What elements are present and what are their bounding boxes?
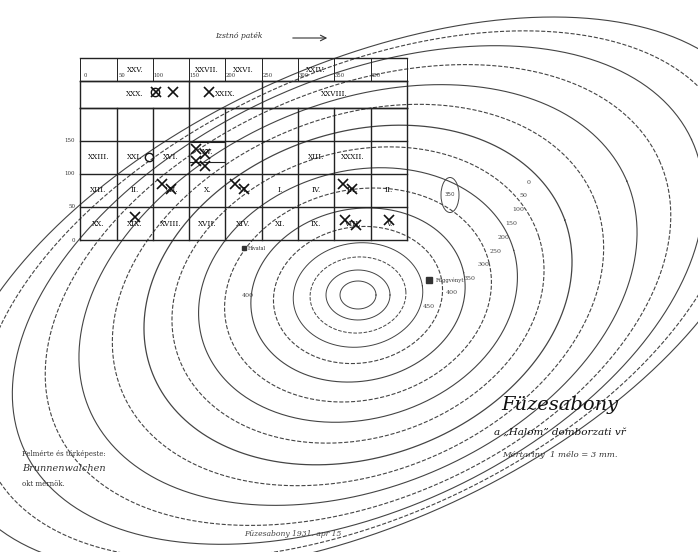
Text: 0: 0 [527, 179, 531, 185]
Text: 400: 400 [446, 290, 459, 295]
Text: XVI.: XVI. [163, 153, 179, 161]
Bar [189, 142, 225, 162]
Text: 200: 200 [498, 235, 510, 240]
Text: XV.: XV. [202, 148, 213, 156]
Text: III.: III. [347, 187, 358, 194]
Text: 0: 0 [72, 237, 75, 243]
Text: 150: 150 [505, 221, 517, 226]
Text: II.: II. [131, 187, 139, 194]
Text: Füzesabony: Füzesabony [501, 396, 618, 414]
Text: IV.: IV. [311, 187, 321, 194]
Text: 100: 100 [512, 207, 524, 213]
Text: XI.: XI. [275, 220, 285, 227]
Text: I.: I. [277, 187, 283, 194]
Text: 250: 250 [262, 73, 272, 78]
Text: Hívatal: Hívatal [248, 246, 266, 251]
Text: XVII.: XVII. [198, 220, 216, 227]
Text: XIII.: XIII. [90, 187, 107, 194]
Text: 200: 200 [226, 73, 236, 78]
Text: okt mérnök.: okt mérnök. [22, 480, 65, 488]
Text: XVIII.: XVIII. [161, 220, 181, 227]
Text: 350: 350 [335, 73, 345, 78]
Text: Füzesabony 1931. apr 15: Füzesabony 1931. apr 15 [244, 530, 342, 538]
Text: 400: 400 [242, 293, 254, 298]
Text: VI.: VI. [238, 187, 249, 194]
Text: 0: 0 [84, 73, 87, 78]
Text: 300: 300 [299, 73, 309, 78]
Text: Függvényt: Függvényt [436, 278, 463, 283]
Text: XXVIII.: XXVIII. [321, 91, 348, 98]
Text: VII.: VII. [164, 187, 178, 194]
Text: XIX.: XIX. [127, 220, 142, 227]
Text: Felmérte és térképeste:: Felmérte és térképeste: [22, 450, 106, 458]
Text: XIV.: XIV. [237, 220, 251, 227]
Text: 100: 100 [154, 73, 163, 78]
Text: II.: II. [385, 187, 393, 194]
Text: 50: 50 [68, 204, 75, 210]
Text: 350: 350 [463, 276, 475, 282]
Text: 50: 50 [119, 73, 126, 78]
Text: Mértariny  1 mélo = 3 mm.: Mértariny 1 mélo = 3 mm. [503, 451, 618, 459]
Text: X.: X. [204, 187, 211, 194]
Text: 50: 50 [519, 193, 528, 199]
Text: XXIX.: XXIX. [215, 91, 236, 98]
Text: XXV.: XXV. [126, 66, 143, 73]
Text: XXVII.: XXVII. [195, 66, 219, 73]
Text: Brunnenwalchen: Brunnenwalchen [22, 464, 105, 473]
Text: V.: V. [386, 220, 392, 227]
Text: 150: 150 [65, 138, 75, 144]
Text: 250: 250 [489, 248, 502, 254]
Text: VIII.: VIII. [344, 220, 361, 227]
Text: Izstnó paték: Izstnó paték [215, 32, 262, 40]
Text: XXXII.: XXXII. [341, 153, 364, 161]
Text: 350: 350 [445, 193, 455, 198]
Text: 100: 100 [65, 171, 75, 177]
Text: XXI.: XXI. [127, 153, 142, 161]
Text: a „Halom” domborzati vř: a „Halom” domborzati vř [494, 427, 626, 437]
Text: IX.: IX. [311, 220, 321, 227]
Text: XIII.: XIII. [308, 153, 325, 161]
Text: 150: 150 [190, 73, 200, 78]
Text: XXIII.: XXIII. [88, 153, 109, 161]
Text: XXIV.: XXIV. [306, 66, 326, 73]
Text: 300: 300 [477, 262, 489, 268]
Text: 400: 400 [371, 73, 381, 78]
Text: XX.: XX. [92, 220, 105, 227]
Text: XXVI.: XXVI. [233, 66, 254, 73]
Text: 450: 450 [423, 304, 436, 309]
Text: XXX.: XXX. [126, 91, 144, 98]
